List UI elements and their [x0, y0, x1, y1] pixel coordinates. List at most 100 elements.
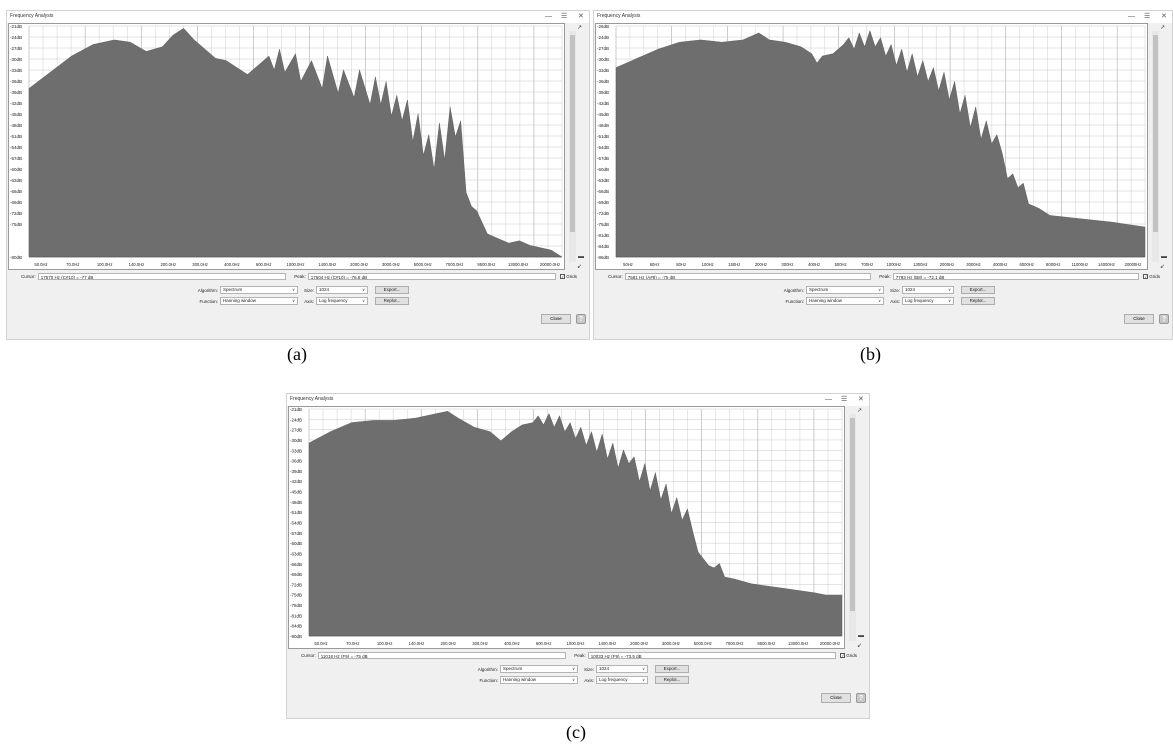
minimize-button[interactable]: — — [545, 13, 552, 20]
x-tick-label: 600.0Hz — [256, 262, 272, 267]
close-window-button[interactable]: ✕ — [1161, 13, 1167, 20]
spectrum-plot[interactable]: -21dB -24dB -27dB -30dB -33dB -36dB -39dB -42dB… — [288, 406, 845, 649]
close-window-button[interactable]: ✕ — [858, 396, 864, 403]
restore-button[interactable]: ☰ — [561, 13, 568, 20]
y-tick-label: -39dB — [290, 469, 302, 474]
y-tick-label: -57dB — [10, 156, 22, 161]
x-tick-label: 20000.0Hz — [820, 641, 840, 646]
slider-handle-icon[interactable]: ▬ — [578, 254, 584, 260]
caption-c: (c) — [566, 722, 586, 742]
close-button[interactable]: Close — [541, 314, 571, 324]
x-tick-label: 200.0Hz — [440, 641, 456, 646]
x-tick-label: 2000Hz — [940, 262, 954, 267]
y-tick-label: -72dB — [290, 582, 302, 587]
function-value: Hanning window — [809, 298, 843, 303]
export-button[interactable]: Export... — [961, 286, 995, 294]
export-button[interactable]: Export... — [655, 665, 689, 673]
algorithm-select[interactable]: Spectrum ∨ — [220, 286, 298, 294]
help-icon[interactable]: ? — [1159, 314, 1169, 324]
spectrum-plot[interactable]: -26dB -24dB -27dB -30dB -33dB -36dB -39dB -42dB… — [595, 23, 1148, 270]
zoom-out-icon[interactable]: ↙ — [857, 643, 863, 649]
axis-value: Log frequency — [905, 298, 934, 303]
algorithm-value: Spectrum — [809, 287, 829, 292]
replot-button[interactable]: Replot... — [375, 297, 409, 305]
y-tick-label: -81dB — [597, 233, 609, 238]
axis-select[interactable]: Log frequency ∨ — [316, 297, 368, 305]
y-tick-label: -30dB — [290, 438, 302, 443]
slider-handle-icon[interactable]: ▬ — [1161, 254, 1167, 260]
zoom-in-icon[interactable]: ↗ — [577, 25, 583, 31]
y-tick-label: -48dB — [10, 123, 22, 128]
help-icon[interactable]: ? — [856, 693, 866, 703]
help-icon[interactable]: ? — [576, 314, 586, 324]
cursor-peak-row: Cursor: 7581 Hz (A#8) = -75 dB Peak: 7783 H… — [608, 273, 1160, 280]
restore-button[interactable]: ☰ — [841, 396, 848, 403]
restore-button[interactable]: ☰ — [1144, 13, 1151, 20]
zoom-in-icon[interactable]: ↗ — [1160, 25, 1166, 31]
size-select[interactable]: 1024 ∨ — [316, 286, 368, 294]
y-tick-label: -51dB — [597, 134, 609, 139]
zoom-out-icon[interactable]: ↙ — [577, 264, 583, 270]
frequency-analysis-window-b: Frequency Analysis — ☰ ✕ -26dB -24dB -27dB -30d… — [593, 10, 1173, 340]
algorithm-label: Algorithm: — [477, 666, 498, 672]
scrollbar-thumb[interactable] — [1153, 35, 1158, 232]
chevron-down-icon: ∨ — [362, 287, 365, 292]
x-tick-label: 50.0Hz — [314, 641, 327, 646]
grids-checkbox[interactable]: ✓ — [560, 274, 566, 279]
y-tick-label: -63dB — [290, 551, 302, 556]
export-button[interactable]: Export... — [375, 286, 409, 294]
grids-checkbox[interactable]: ✓ — [840, 653, 846, 658]
size-select[interactable]: 1024 ∨ — [596, 665, 648, 673]
vertical-scrollbar[interactable] — [1152, 31, 1159, 262]
function-select[interactable]: Hanning window ∨ — [500, 676, 578, 684]
close-button[interactable]: Close — [821, 693, 851, 703]
y-tick-label: -36dB — [597, 79, 609, 84]
replot-button[interactable]: Replot... — [961, 297, 995, 305]
x-tick-label: 70.0Hz — [346, 641, 359, 646]
x-tick-label: 1000.0Hz — [287, 262, 305, 267]
y-tick-label: -45dB — [597, 112, 609, 117]
minimize-button[interactable]: — — [825, 396, 832, 403]
y-tick-label: -33dB — [290, 448, 302, 453]
x-tick-label: 80Hz — [676, 262, 686, 267]
vertical-scrollbar[interactable] — [569, 31, 576, 262]
size-select[interactable]: 1024 ∨ — [902, 286, 954, 294]
replot-button[interactable]: Replot... — [655, 676, 689, 684]
axis-select[interactable]: Log frequency ∨ — [902, 297, 954, 305]
axis-select[interactable]: Log frequency ∨ — [596, 676, 648, 684]
close-button[interactable]: Close — [1124, 314, 1154, 324]
y-tick-label: -27dB — [597, 46, 609, 51]
window-title: Frequency Analysis — [10, 13, 54, 19]
spectrum-plot[interactable]: -21dB -24dB -27dB -30dB -33dB -36dB -39dB -42dB… — [8, 23, 565, 270]
close-window-button[interactable]: ✕ — [578, 13, 584, 20]
peak-field: 10033 Hz (F9) = -73.5 dB — [587, 652, 837, 659]
slider-handle-icon[interactable]: ▬ — [858, 633, 864, 639]
y-tick-label: -81dB — [290, 613, 302, 618]
y-tick-label: -78dB — [290, 603, 302, 608]
y-tick-label: -69dB — [597, 200, 609, 205]
grids-label: Grids — [566, 274, 577, 279]
x-tick-label: 500Hz — [835, 262, 847, 267]
algorithm-select[interactable]: Spectrum ∨ — [806, 286, 884, 294]
y-tick-label: -66dB — [597, 189, 609, 194]
x-tick-label: 7000.0Hz — [726, 641, 744, 646]
function-select[interactable]: Hanning window ∨ — [806, 297, 884, 305]
y-tick-label: -27dB — [10, 46, 22, 51]
vertical-scrollbar[interactable] — [849, 414, 856, 641]
peak-label: Peak: — [294, 274, 306, 279]
title-bar: Frequency Analysis — ☰ ✕ — [7, 11, 589, 23]
scrollbar-thumb[interactable] — [850, 418, 855, 611]
x-tick-label: 3000.0Hz — [382, 262, 400, 267]
algorithm-select[interactable]: Spectrum ∨ — [500, 665, 578, 673]
function-select[interactable]: Hanning window ∨ — [220, 297, 298, 305]
minimize-button[interactable]: — — [1128, 13, 1135, 20]
zoom-out-icon[interactable]: ↙ — [1160, 264, 1166, 270]
axis-value: Log frequency — [599, 677, 628, 682]
grids-checkbox[interactable]: ✓ — [1143, 274, 1149, 279]
window-title: Frequency Analysis — [597, 13, 641, 19]
y-tick-label: -80dB — [10, 255, 22, 260]
y-tick-label: -66dB — [10, 189, 22, 194]
zoom-in-icon[interactable]: ↗ — [857, 408, 863, 414]
y-tick-label: -75dB — [597, 222, 609, 227]
scrollbar-thumb[interactable] — [570, 35, 575, 232]
